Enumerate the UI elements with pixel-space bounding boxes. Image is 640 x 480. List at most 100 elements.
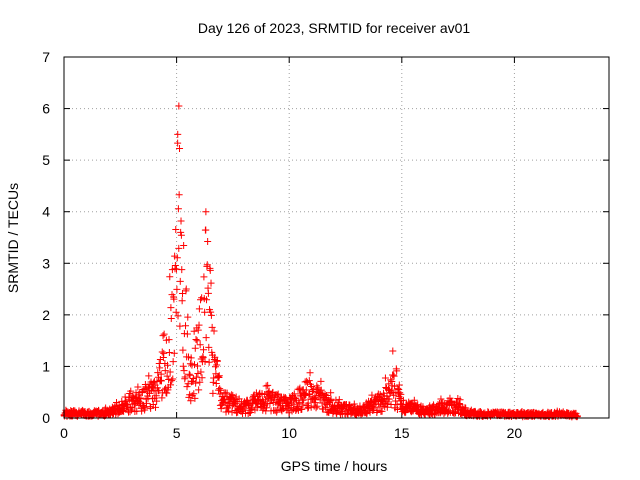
data-point	[399, 396, 407, 404]
data-points	[60, 102, 581, 421]
data-point	[160, 349, 168, 357]
data-point	[178, 297, 186, 305]
y-axis-label: SRMTID / TECUs	[5, 183, 21, 293]
data-point	[181, 373, 189, 381]
data-point	[204, 238, 212, 246]
data-point	[178, 266, 186, 274]
data-point	[305, 377, 313, 385]
data-point	[140, 403, 148, 411]
data-point	[208, 323, 216, 331]
data-point	[175, 102, 183, 110]
y-tick-labels: 0 1 2 3 4 5 6 7	[42, 49, 50, 426]
y-tick-label: 0	[42, 410, 50, 426]
data-point	[176, 277, 184, 285]
data-point	[209, 389, 217, 397]
data-point	[179, 362, 187, 370]
data-point	[306, 369, 314, 377]
y-tick-label: 2	[42, 307, 50, 323]
data-point	[192, 335, 200, 343]
data-point	[207, 279, 215, 287]
y-tick-label: 4	[42, 204, 50, 220]
data-point	[194, 362, 202, 370]
data-point	[194, 370, 202, 378]
data-point	[163, 389, 171, 397]
data-point	[198, 374, 206, 382]
data-point	[210, 327, 218, 335]
data-point	[170, 295, 178, 303]
data-point	[262, 382, 270, 390]
data-point	[189, 375, 197, 383]
data-point	[165, 349, 173, 357]
data-point	[158, 348, 166, 356]
data-point	[183, 330, 191, 338]
data-point	[298, 405, 306, 413]
data-point	[201, 308, 209, 316]
data-point	[192, 379, 200, 387]
data-point	[184, 313, 192, 321]
data-point	[167, 381, 175, 389]
data-point	[145, 372, 153, 380]
data-point	[195, 305, 203, 313]
data-point	[152, 403, 160, 411]
x-tick-label: 20	[507, 425, 523, 441]
data-point	[155, 387, 163, 395]
data-point	[313, 382, 321, 390]
data-point	[147, 404, 155, 412]
data-point	[180, 367, 188, 375]
chart-title: Day 126 of 2023, SRMTID for receiver av0…	[198, 20, 471, 36]
data-point	[203, 261, 211, 269]
data-point	[186, 371, 194, 379]
data-point	[180, 242, 188, 250]
data-point	[327, 389, 335, 397]
data-point	[191, 394, 199, 402]
data-point	[201, 357, 209, 365]
data-point	[182, 322, 190, 330]
data-point	[437, 395, 445, 403]
data-point	[175, 244, 183, 252]
x-tick-label: 15	[394, 425, 410, 441]
data-point	[148, 383, 156, 391]
data-point	[202, 226, 210, 234]
data-point	[323, 392, 331, 400]
data-point	[174, 139, 182, 147]
y-tick-label: 5	[42, 152, 50, 168]
data-point	[185, 370, 193, 378]
data-point	[397, 390, 405, 398]
data-point	[158, 377, 166, 385]
data-point	[393, 405, 401, 413]
data-point	[172, 225, 180, 233]
data-point	[173, 254, 181, 262]
data-point	[285, 409, 293, 417]
data-point	[163, 372, 171, 380]
data-point	[393, 367, 401, 375]
data-point	[165, 336, 173, 344]
data-point	[159, 332, 167, 340]
data-point	[165, 376, 173, 384]
data-point	[273, 391, 281, 399]
data-point	[192, 373, 200, 381]
data-point	[194, 326, 202, 334]
data-point	[186, 360, 194, 368]
data-point	[317, 377, 325, 385]
data-point	[395, 381, 403, 389]
data-point	[207, 311, 215, 319]
data-point	[166, 368, 174, 376]
data-point	[174, 205, 182, 213]
data-point	[387, 401, 395, 409]
data-point	[174, 130, 182, 138]
data-point	[217, 405, 225, 413]
data-point	[158, 394, 166, 402]
data-point	[195, 321, 203, 329]
data-point	[389, 371, 397, 379]
data-point	[200, 273, 208, 281]
data-point	[177, 217, 185, 225]
x-tick-label: 5	[173, 425, 181, 441]
data-point	[134, 383, 142, 391]
data-point	[202, 334, 210, 342]
data-point	[395, 385, 403, 393]
data-point	[301, 391, 309, 399]
data-point	[169, 358, 177, 366]
data-point	[206, 266, 214, 274]
data-point	[288, 407, 296, 415]
data-point	[274, 390, 282, 398]
